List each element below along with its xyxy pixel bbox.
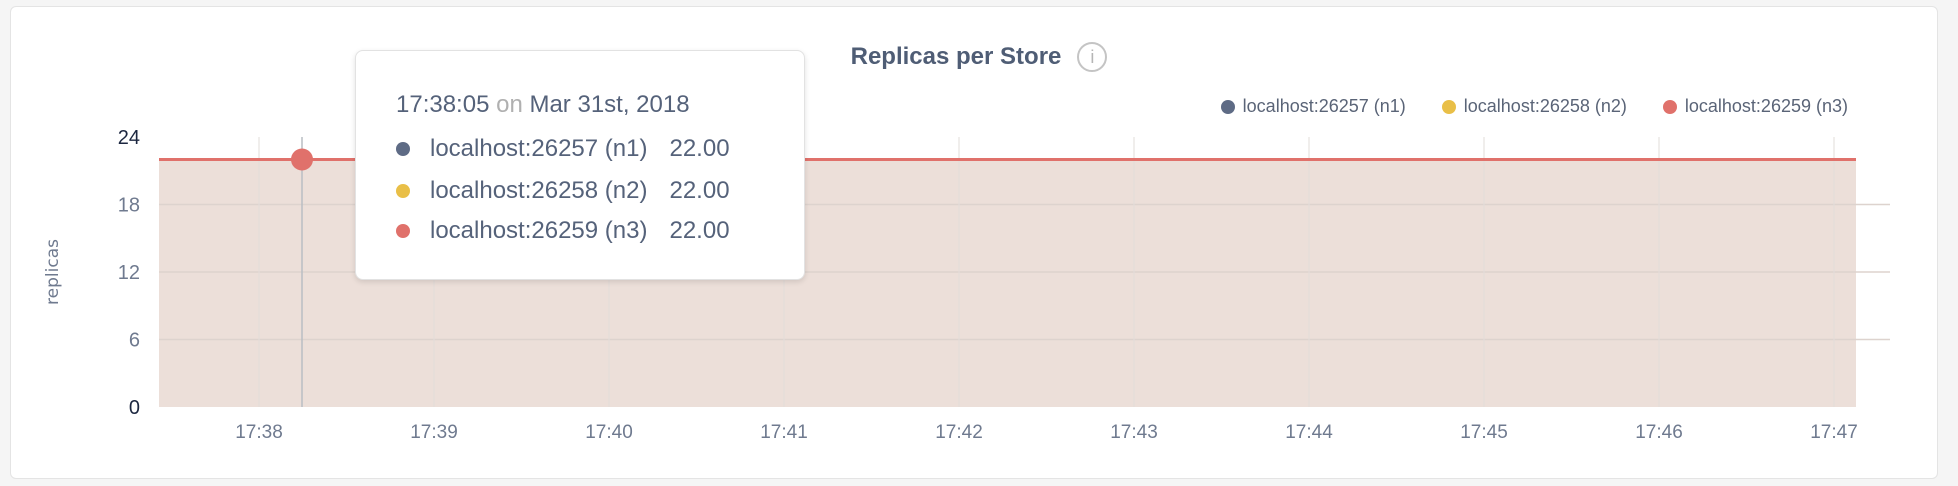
y-tick-label: 12	[118, 262, 140, 284]
x-tick-label: 17:38	[235, 422, 283, 443]
x-tick-label: 17:43	[1110, 422, 1158, 443]
legend-dot-icon	[1441, 99, 1456, 114]
legend-item-n2[interactable]: localhost:26258 (n2)	[1441, 96, 1627, 117]
legend-item-n1[interactable]: localhost:26257 (n1)	[1220, 96, 1406, 117]
tooltip-row-n1: localhost:26257 (n1) 22.00	[396, 135, 730, 163]
y-tick-label: 18	[118, 195, 140, 217]
legend: localhost:26257 (n1) localhost:26258 (n2…	[1220, 96, 1848, 117]
x-tick-label: 17:39	[410, 422, 458, 443]
y-tick-label: 24	[118, 127, 140, 149]
hover-tooltip: 17:38:05 on Mar 31st, 2018 localhost:262…	[355, 50, 805, 280]
x-tick-label: 17:47	[1810, 422, 1858, 443]
legend-dot-icon	[1220, 99, 1235, 114]
tooltip-row-n3: localhost:26259 (n3) 22.00	[396, 217, 730, 245]
x-tick-label: 17:45	[1460, 422, 1508, 443]
y-tick-label: 6	[129, 330, 140, 352]
y-axis-label: replicas	[43, 239, 63, 305]
legend-item-n3[interactable]: localhost:26259 (n3)	[1662, 96, 1848, 117]
chart-title: Replicas per Store	[850, 43, 1062, 70]
x-tick-label: 17:42	[935, 422, 983, 443]
series-dot-icon	[396, 184, 410, 198]
x-tick-label: 17:44	[1285, 422, 1333, 443]
chart-title-row: Replicas per Store i	[0, 42, 1958, 72]
tooltip-timestamp: 17:38:05 on Mar 31st, 2018	[396, 91, 690, 118]
info-icon[interactable]: i	[1077, 42, 1108, 72]
series-dot-icon	[396, 142, 410, 156]
tooltip-row-n2: localhost:26258 (n2) 22.00	[396, 177, 730, 205]
series-dot-icon	[396, 224, 410, 238]
x-tick-label: 17:41	[760, 422, 808, 443]
x-tick-label: 17:40	[585, 422, 633, 443]
hover-point-marker	[291, 148, 313, 171]
x-tick-label: 17:46	[1635, 422, 1683, 443]
y-tick-label: 0	[129, 397, 140, 419]
legend-dot-icon	[1662, 99, 1677, 114]
